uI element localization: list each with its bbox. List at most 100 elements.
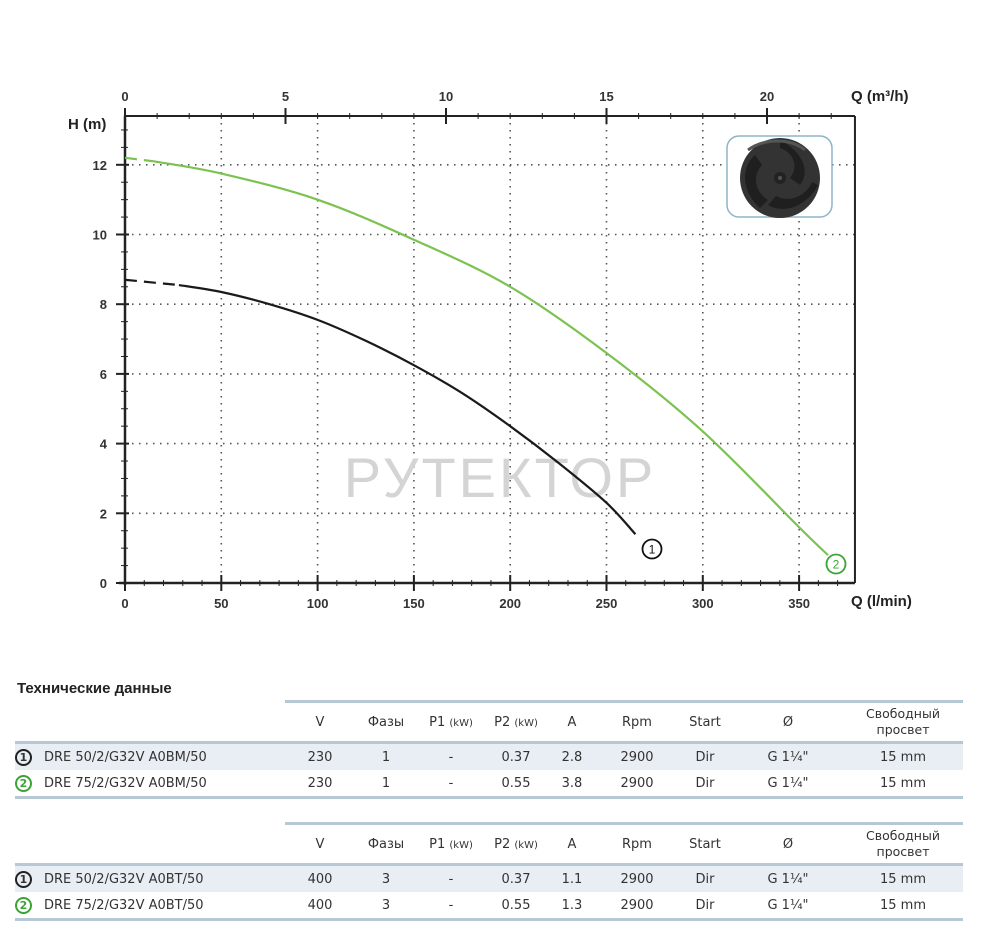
col-start: Start: [677, 822, 733, 865]
col-clearance: Свободный просвет: [843, 700, 963, 743]
svg-text:300: 300: [692, 596, 714, 611]
curve-2-badge: 2: [15, 896, 32, 914]
cell-phases: 1: [355, 770, 417, 799]
svg-text:5: 5: [282, 89, 289, 104]
col-phases: Фазы: [355, 700, 417, 743]
cell-v: 230: [285, 770, 355, 799]
cell-rpm: 2900: [597, 892, 677, 921]
col-diameter: Ø: [733, 700, 843, 743]
cell-diameter: G 1¼": [733, 770, 843, 799]
cell-v: 400: [285, 863, 355, 892]
spec-table-single-phase: V Фазы P1 (kW) P2 (kW) A Rpm Start Ø Сво…: [15, 700, 963, 799]
col-diameter: Ø: [733, 822, 843, 865]
cell-clearance: 15 mm: [843, 770, 963, 799]
impeller-image: [726, 135, 833, 218]
model-name: DRE 50/2/G32V A0BT/50: [44, 871, 204, 887]
col-rpm: Rpm: [597, 700, 677, 743]
model-name: DRE 75/2/G32V A0BM/50: [44, 775, 207, 791]
svg-text:10: 10: [93, 228, 107, 243]
svg-text:50: 50: [214, 596, 228, 611]
cell-rpm: 2900: [597, 770, 677, 799]
svg-text:12: 12: [93, 158, 107, 173]
cell-start: Dir: [677, 863, 733, 892]
cell-v: 230: [285, 741, 355, 770]
svg-text:1: 1: [649, 543, 656, 557]
section-title: Технические данные: [17, 680, 172, 697]
svg-text:20: 20: [760, 89, 774, 104]
col-p2: P2 (kW): [485, 700, 547, 743]
cell-clearance: 15 mm: [843, 741, 963, 770]
svg-text:2: 2: [100, 506, 107, 521]
cell-v: 400: [285, 892, 355, 921]
cell-p2: 0.55: [485, 770, 547, 799]
cell-p2: 0.37: [485, 863, 547, 892]
col-p2: P2 (kW): [485, 822, 547, 865]
col-v: V: [285, 822, 355, 865]
cell-start: Dir: [677, 892, 733, 921]
cell-p1: -: [417, 741, 485, 770]
svg-text:0: 0: [100, 576, 107, 591]
svg-text:200: 200: [499, 596, 521, 611]
table-row: 2 DRE 75/2/G32V A0BM/50 230 1 - 0.55 3.8 …: [15, 770, 963, 799]
cell-phases: 3: [355, 892, 417, 921]
svg-text:150: 150: [403, 596, 425, 611]
curve-2-badge: 2: [15, 774, 32, 792]
cell-phases: 3: [355, 863, 417, 892]
col-clearance: Свободный просвет: [843, 822, 963, 865]
cell-a: 1.1: [547, 863, 597, 892]
cell-phases: 1: [355, 741, 417, 770]
cell-diameter: G 1¼": [733, 892, 843, 921]
svg-text:0: 0: [121, 89, 128, 104]
svg-text:8: 8: [100, 297, 107, 312]
cell-p1: -: [417, 892, 485, 921]
watermark: РУТЕКТОР: [344, 446, 656, 509]
table-header-row: V Фазы P1 (kW) P2 (kW) A Rpm Start Ø Сво…: [15, 700, 963, 743]
svg-text:6: 6: [100, 367, 107, 382]
cell-p1: -: [417, 770, 485, 799]
svg-text:РУТЕКТОР: РУТЕКТОР: [344, 446, 656, 509]
cell-clearance: 15 mm: [843, 863, 963, 892]
table-row: 1 DRE 50/2/G32V A0BM/50 230 1 - 0.37 2.8 …: [15, 741, 963, 770]
cell-start: Dir: [677, 741, 733, 770]
svg-text:Q (m³/h): Q (m³/h): [851, 88, 909, 105]
spec-table-three-phase: V Фазы P1 (kW) P2 (kW) A Rpm Start Ø Сво…: [15, 822, 963, 921]
pump-performance-chart: РУТЕКТОР 12 0 50 100 150 200 250 300 3500246810…: [68, 88, 912, 611]
col-a: A: [547, 822, 597, 865]
col-p1: P1 (kW): [417, 700, 485, 743]
svg-text:250: 250: [596, 596, 618, 611]
model-name: DRE 50/2/G32V A0BM/50: [44, 749, 207, 765]
table-row: 1 DRE 50/2/G32V A0BT/50 400 3 - 0.37 1.1 …: [15, 863, 963, 892]
cell-rpm: 2900: [597, 863, 677, 892]
svg-text:2: 2: [833, 558, 840, 572]
axes: [116, 108, 856, 591]
cell-p2: 0.37: [485, 741, 547, 770]
curves: 12: [124, 156, 847, 575]
col-p1: P1 (kW): [417, 822, 485, 865]
svg-text:0: 0: [121, 596, 128, 611]
col-start: Start: [677, 700, 733, 743]
col-phases: Фазы: [355, 822, 417, 865]
cell-p2: 0.55: [485, 892, 547, 921]
svg-text:H (m): H (m): [68, 116, 106, 133]
svg-text:100: 100: [307, 596, 329, 611]
col-v: V: [285, 700, 355, 743]
svg-text:15: 15: [599, 89, 613, 104]
cell-a: 3.8: [547, 770, 597, 799]
col-rpm: Rpm: [597, 822, 677, 865]
model-name: DRE 75/2/G32V A0BT/50: [44, 897, 204, 913]
svg-text:Q (l/min): Q (l/min): [851, 593, 912, 610]
table-header-row: V Фазы P1 (kW) P2 (kW) A Rpm Start Ø Сво…: [15, 822, 963, 865]
col-a: A: [547, 700, 597, 743]
cell-diameter: G 1¼": [733, 863, 843, 892]
svg-text:350: 350: [788, 596, 810, 611]
cell-a: 2.8: [547, 741, 597, 770]
curve-1-badge: 1: [15, 748, 32, 766]
cell-a: 1.3: [547, 892, 597, 921]
cell-start: Dir: [677, 770, 733, 799]
cell-p1: -: [417, 863, 485, 892]
cell-diameter: G 1¼": [733, 741, 843, 770]
cell-clearance: 15 mm: [843, 892, 963, 921]
curve-1-badge: 1: [15, 870, 32, 888]
cell-rpm: 2900: [597, 741, 677, 770]
